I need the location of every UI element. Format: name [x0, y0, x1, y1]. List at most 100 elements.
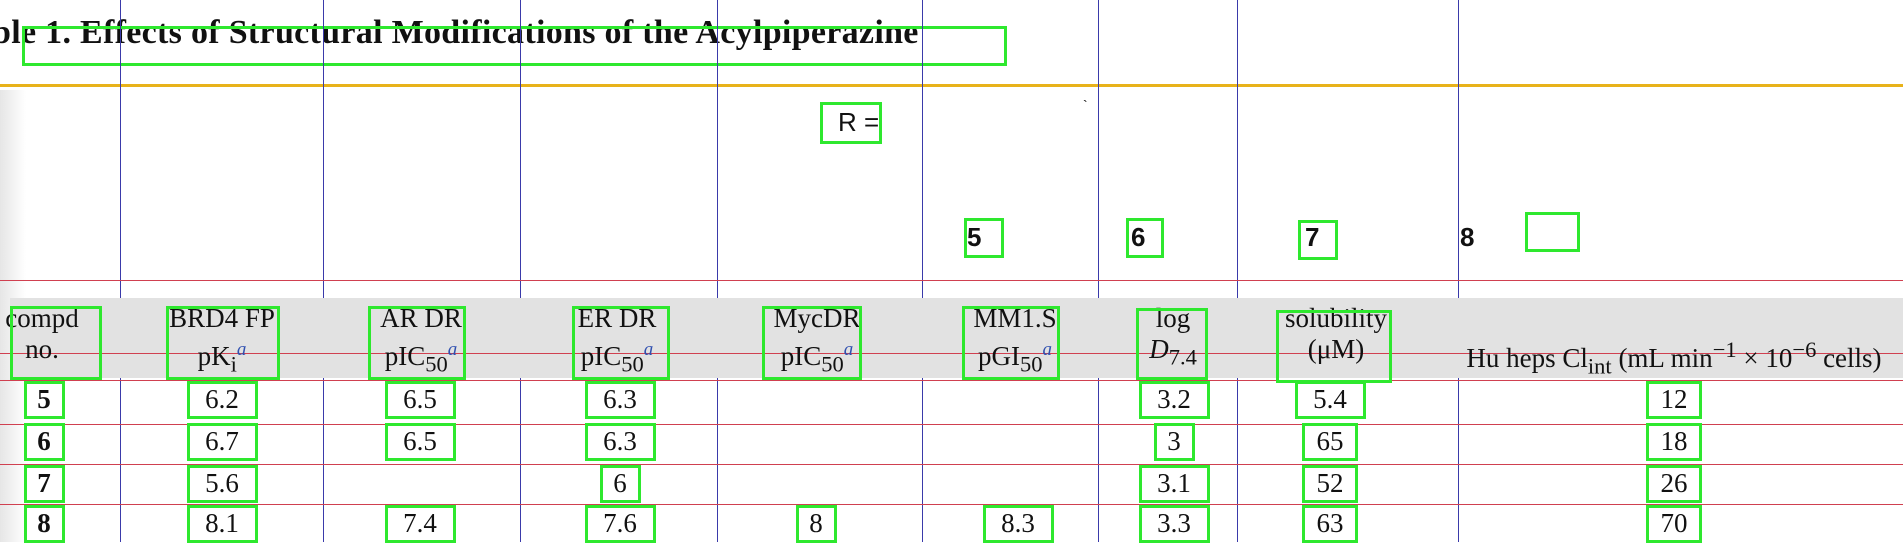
header-logd-sub: 7.4 — [1168, 344, 1197, 370]
header-brd4-sub: i — [230, 351, 237, 377]
cell-er: 6 — [613, 468, 627, 498]
row-guide — [0, 353, 1903, 354]
cell-highlight-box — [384, 423, 456, 461]
cell-highlight-box — [1294, 381, 1366, 419]
cell-highlight-box — [23, 381, 65, 419]
header-sol-line2: (μM) — [1307, 334, 1365, 364]
column-guide — [1098, 0, 1099, 542]
cell-ar: 7.4 — [403, 508, 437, 538]
cell-highlight-box — [384, 505, 456, 543]
cell-highlight-box — [186, 381, 258, 419]
cell-hu: 12 — [1660, 384, 1688, 414]
cell-compd: 6 — [37, 426, 51, 456]
structure-mark: ` — [1083, 97, 1088, 113]
cell-ar: 6.5 — [403, 426, 437, 456]
cell-logd: 3 — [1167, 426, 1181, 456]
cell-logd: 3.1 — [1157, 468, 1191, 498]
title-highlight-box — [22, 26, 1007, 66]
header-solubility: solubility (μM) — [1266, 303, 1406, 365]
header-logd: log D7.4 — [1130, 303, 1216, 372]
header-mm1s-p: pGI — [978, 341, 1020, 371]
header-hu-exp2: −6 — [1792, 337, 1817, 362]
cell-highlight-box — [1646, 505, 1702, 543]
header-box — [1136, 308, 1208, 380]
cell-highlight-box — [584, 505, 656, 543]
footnote-marker: a — [643, 339, 654, 360]
cell-highlight-box — [1138, 465, 1210, 503]
cell-highlight-box — [384, 381, 456, 419]
header-box — [762, 306, 862, 380]
cell-highlight-box — [1138, 505, 1210, 543]
structure-label-box — [1126, 218, 1164, 258]
row-guide — [0, 424, 1903, 425]
header-box — [962, 306, 1060, 380]
cell-hu: 70 — [1660, 508, 1688, 538]
column-guide — [520, 0, 521, 542]
header-mm1s-sub: 50 — [1020, 351, 1043, 377]
header-er-p: pIC — [580, 341, 622, 371]
header-box — [10, 306, 102, 380]
structure-label-box — [1525, 212, 1580, 252]
structure-label-6: 6 — [1131, 222, 1146, 252]
header-sol-line1: solubility — [1284, 303, 1387, 333]
footnote-marker: a — [447, 339, 458, 360]
header-myc-sub: 50 — [821, 351, 844, 377]
header-box — [572, 306, 670, 380]
cell-compd: 8 — [37, 508, 51, 538]
header-hu-cells: cells) — [1816, 343, 1882, 373]
column-guide — [1458, 0, 1459, 542]
header-box — [1276, 310, 1392, 383]
cell-highlight-box — [186, 465, 258, 503]
header-brd4-p: pK — [197, 341, 231, 371]
cell-brd4: 5.6 — [205, 468, 239, 498]
cell-mm1s: 8.3 — [1001, 508, 1035, 538]
header-hu-units: (mL min — [1611, 343, 1713, 373]
cell-hu: 18 — [1660, 426, 1688, 456]
structure-label-box — [1298, 220, 1338, 260]
cell-highlight-box — [795, 505, 837, 543]
cell-highlight-box — [584, 423, 656, 461]
row-guide — [0, 280, 1903, 281]
table-header-row — [10, 298, 1903, 378]
header-hu-text: Hu heps Cl — [1466, 343, 1588, 373]
header-compd-line2: no. — [25, 334, 59, 364]
cell-highlight-box — [23, 465, 65, 503]
structure-label-box — [964, 218, 1004, 258]
cell-sol: 5.4 — [1313, 384, 1347, 414]
footnote-marker: a — [236, 339, 247, 360]
cell-logd: 3.2 — [1157, 384, 1191, 414]
cell-highlight-box — [584, 381, 656, 419]
table-title: ble 1. Effects of Structural Modificatio… — [0, 14, 919, 51]
cell-sol: 63 — [1316, 508, 1344, 538]
structure-label-7: 7 — [1305, 222, 1320, 252]
cell-er: 6.3 — [603, 384, 637, 414]
cell-highlight-box — [1646, 381, 1702, 419]
cell-highlight-box — [1138, 381, 1210, 419]
header-hu-exp1: −1 — [1712, 337, 1737, 362]
header-box — [166, 306, 280, 380]
column-guide — [717, 0, 718, 542]
row-guide — [0, 464, 1903, 465]
cell-highlight-box — [1646, 423, 1702, 461]
title-bar: ble 1. Effects of Structural Modificatio… — [0, 6, 1903, 87]
cell-highlight-box — [1302, 465, 1358, 503]
header-hu-mult: × 10 — [1736, 343, 1793, 373]
cell-er: 6.3 — [603, 426, 637, 456]
cell-highlight-box — [186, 505, 258, 543]
cell-highlight-box — [1302, 423, 1358, 461]
cell-highlight-box — [1646, 465, 1702, 503]
structure-label-8: 8 — [1460, 222, 1475, 252]
cell-hu: 26 — [1660, 468, 1688, 498]
footnote-marker: a — [843, 339, 854, 360]
cell-brd4: 6.7 — [205, 426, 239, 456]
cell-sol: 65 — [1316, 426, 1344, 456]
column-guide — [922, 0, 923, 542]
structure-label-5: 5 — [967, 222, 982, 252]
header-ar-p: pIC — [384, 341, 426, 371]
cell-compd: 5 — [37, 384, 51, 414]
cell-highlight-box — [982, 505, 1054, 543]
cell-er: 7.6 — [603, 508, 637, 538]
header-box — [368, 306, 466, 380]
header-ar-sub: 50 — [425, 351, 448, 377]
column-guide — [1237, 0, 1238, 542]
